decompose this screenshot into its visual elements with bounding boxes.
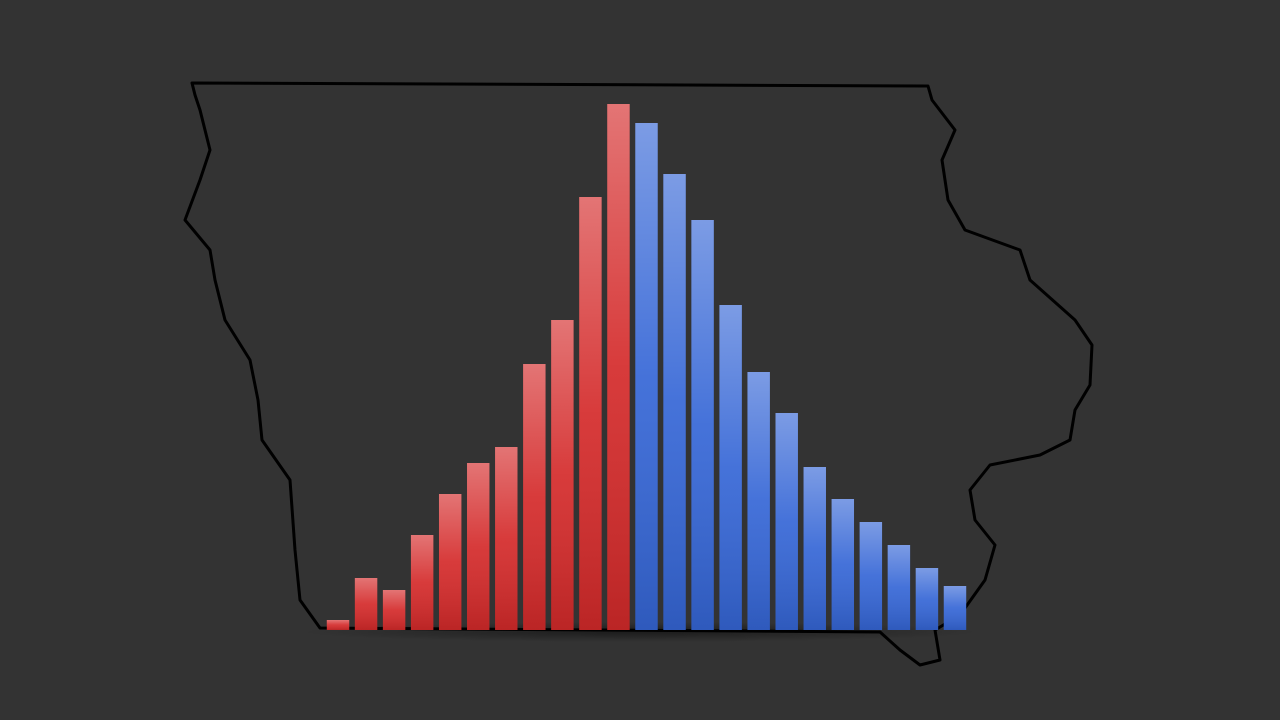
bar-sheen [887, 545, 911, 630]
bar-sheen [438, 494, 462, 630]
bar-sheen [607, 104, 630, 630]
bar-sheen [467, 463, 490, 630]
bar-sheen [495, 447, 518, 630]
bar-sheen [719, 305, 742, 630]
bar-sheen [943, 586, 967, 630]
bar-sheen [635, 123, 658, 630]
bar-sheen [523, 364, 546, 630]
bars [326, 104, 967, 630]
bar-sheen [551, 320, 574, 630]
bar-sheen [859, 522, 883, 630]
bar-sheen [354, 578, 378, 630]
bar-sheen [803, 467, 826, 630]
bar-sheen [326, 620, 350, 630]
bar-sheen [663, 174, 686, 630]
bar-sheen [691, 220, 714, 630]
bar-sheen [382, 590, 406, 630]
bar-sheen [831, 499, 855, 630]
bar-sheen [579, 197, 602, 630]
bar-sheen [915, 568, 939, 630]
bar-sheen [775, 413, 798, 630]
bar-sheen [410, 535, 434, 630]
bar-sheen [747, 372, 770, 630]
